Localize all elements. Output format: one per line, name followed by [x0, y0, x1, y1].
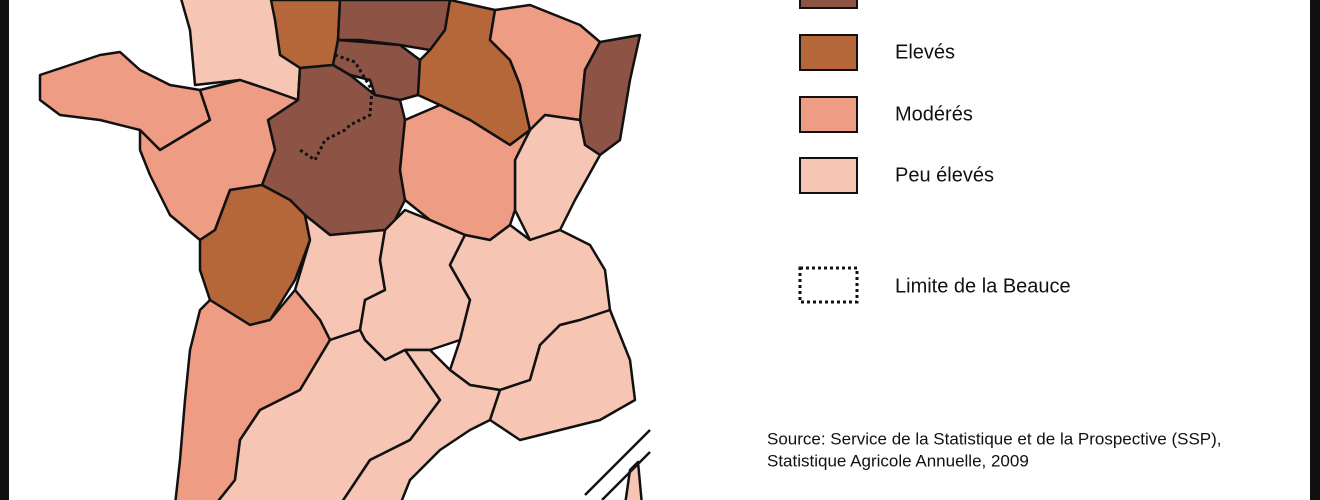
legend-swatch [799, 0, 858, 9]
legend-boundary-swatch [798, 266, 859, 304]
legend-swatch [799, 157, 858, 194]
frame-left [0, 0, 9, 500]
beauce-boundary [299, 53, 374, 163]
region [198, 183, 312, 327]
inset-line [601, 451, 651, 500]
source-line: Source: Service de la Statistique et de … [767, 429, 1222, 448]
regions [38, 0, 643, 500]
legend-label: Elevés [895, 41, 955, 63]
legend-swatch [799, 34, 858, 71]
legend-swatch [799, 96, 858, 133]
source-line: Statistique Agricole Annuelle, 2009 [767, 451, 1029, 470]
region [138, 78, 300, 242]
region [624, 460, 643, 500]
region [398, 103, 532, 242]
legend-label: Modérés [895, 103, 973, 125]
region [488, 308, 637, 442]
legend-label: Peu élevés [895, 164, 994, 186]
legend-boundary-label: Limite de la Beauce [895, 275, 1071, 297]
legend: Elevés Modérés Peu élevés [799, 0, 994, 194]
frame-right [1310, 0, 1320, 500]
region [341, 348, 502, 500]
inset-line [584, 429, 651, 496]
